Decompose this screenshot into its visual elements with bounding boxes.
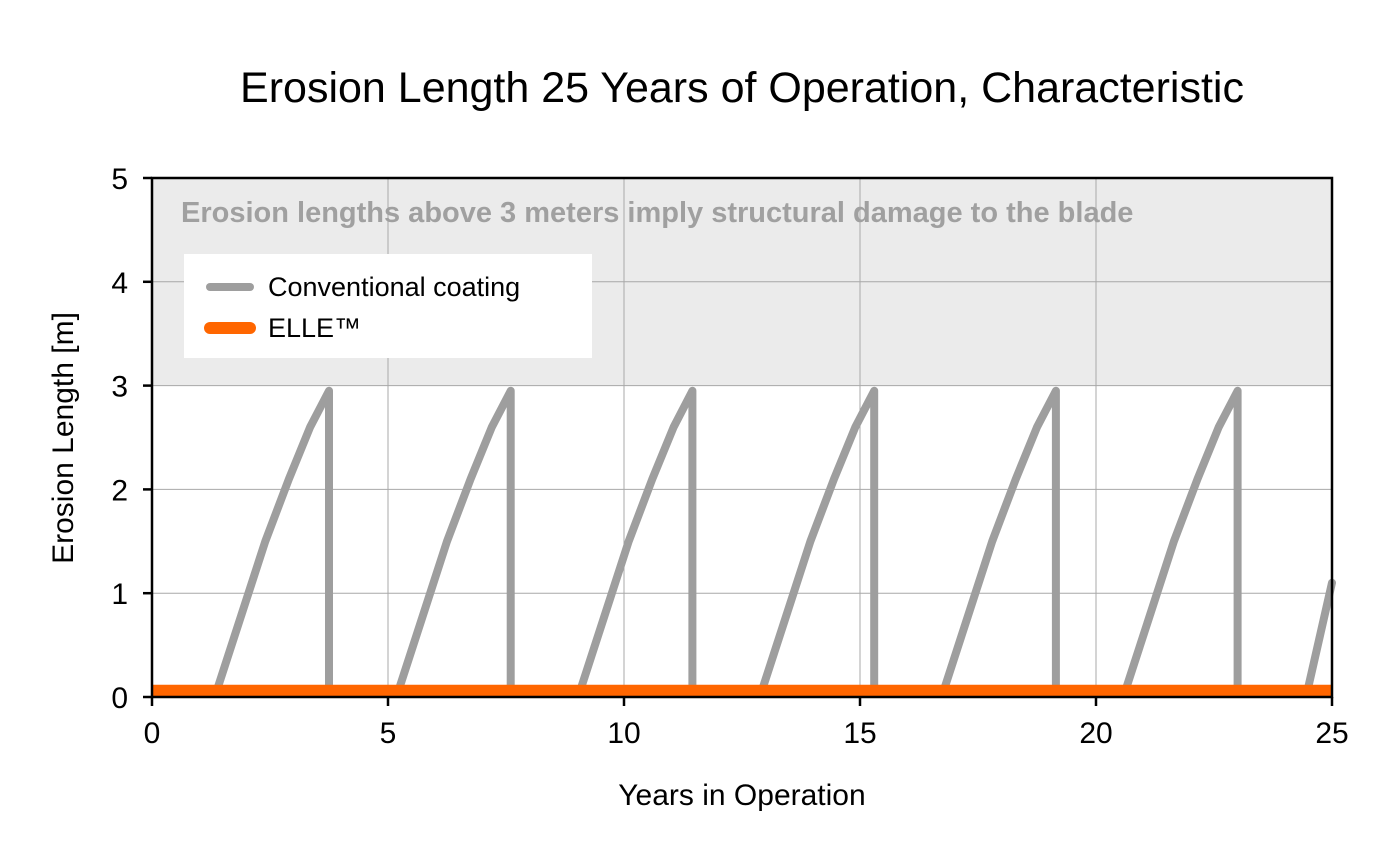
axis-ticks: 0 5 10 15 20 25 0 1 2 3 4 5 [111, 163, 1348, 750]
x-tick-label: 0 [144, 717, 161, 750]
x-tick-label: 10 [607, 717, 640, 750]
y-tick-label: 1 [111, 578, 128, 611]
legend-box [184, 254, 592, 358]
y-tick-label: 0 [111, 682, 128, 715]
x-tick-label: 15 [843, 717, 876, 750]
y-axis-label: Erosion Length [m] [47, 312, 80, 564]
chart-title: Erosion Length 25 Years of Operation, Ch… [240, 64, 1244, 112]
series-line-conventional-coating [759, 386, 879, 691]
series-line-conventional-coating [395, 386, 515, 691]
series-line-conventional-coating [577, 386, 697, 691]
series-line-conventional-coating [941, 386, 1060, 691]
x-axis-label: Years in Operation [618, 779, 865, 812]
y-tick-label: 4 [111, 267, 128, 300]
series-layer [152, 386, 1336, 697]
legend-label-conventional-coating: Conventional coating [268, 272, 520, 302]
x-tick-label: 25 [1315, 717, 1348, 750]
series-line-conventional-coating [214, 386, 333, 691]
y-tick-label: 5 [111, 163, 128, 196]
series-line-conventional-coating [1122, 386, 1242, 691]
y-tick-label: 2 [111, 474, 128, 507]
legend-label-elle: ELLE™ [268, 313, 361, 343]
x-tick-label: 5 [380, 717, 397, 750]
legend: Conventional coating ELLE™ [184, 254, 592, 358]
structural-damage-annotation: Erosion lengths above 3 meters imply str… [181, 197, 1133, 229]
y-tick-label: 3 [111, 371, 128, 404]
series-line-conventional-coating [1304, 578, 1336, 691]
x-tick-label: 20 [1079, 717, 1112, 750]
plot-frame [150, 176, 1334, 699]
